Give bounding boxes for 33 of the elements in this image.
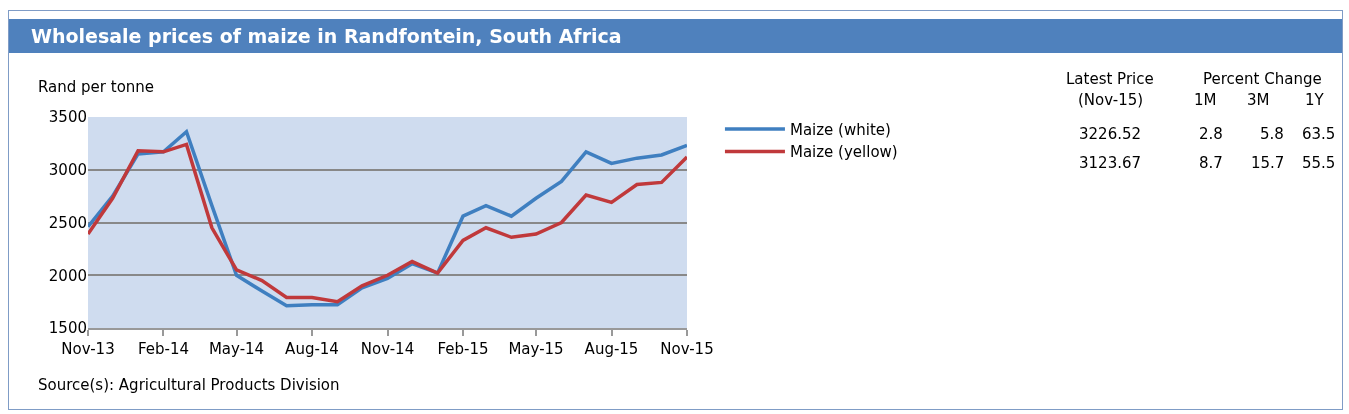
chart-title: Wholesale prices of maize in Randfontein, South Africa <box>9 19 1342 53</box>
y-tick-label: 3500 <box>48 108 87 127</box>
text: 1Y <box>1305 91 1325 109</box>
legend-label: Maize (white) <box>789 120 891 139</box>
text: 5.8 <box>1260 125 1284 143</box>
x-tick-label: Aug-15 <box>584 340 639 358</box>
text: 15.7 <box>1251 154 1285 172</box>
text: 3226.52 <box>1079 125 1142 143</box>
text: 3123.67 <box>1079 154 1142 172</box>
y-tick-label: 1500 <box>48 319 87 338</box>
text: 2.8 <box>1199 125 1223 143</box>
text: (Nov-15) <box>1078 91 1144 109</box>
x-tick-label: May-14 <box>208 340 265 358</box>
source-note: Source(s): Agricultural Products Division <box>38 376 340 394</box>
text: Percent Change <box>1203 70 1322 88</box>
x-tick-label: Nov-13 <box>61 340 115 358</box>
text: Latest Price <box>1066 70 1154 88</box>
text: 55.5 <box>1302 154 1336 172</box>
x-tick-label: Feb-14 <box>137 340 190 358</box>
y-tick-label: 2500 <box>48 213 87 232</box>
text: 8.7 <box>1199 154 1223 172</box>
text: 1M <box>1194 91 1217 109</box>
text: 63.5 <box>1302 125 1336 143</box>
y-axis-title: Rand per tonne <box>38 78 155 96</box>
y-tick-label: 3000 <box>48 161 87 179</box>
text: 3M <box>1247 91 1270 109</box>
x-tick-label: Aug-14 <box>285 340 339 358</box>
x-tick-label: Feb-15 <box>437 340 489 358</box>
y-tick-label: 2000 <box>48 266 87 285</box>
legend-label: Maize (yellow) <box>789 143 898 162</box>
x-tick-label: Nov-14 <box>360 340 415 358</box>
x-tick-label: Nov-15 <box>660 340 714 358</box>
x-tick-label: May-15 <box>508 340 564 358</box>
